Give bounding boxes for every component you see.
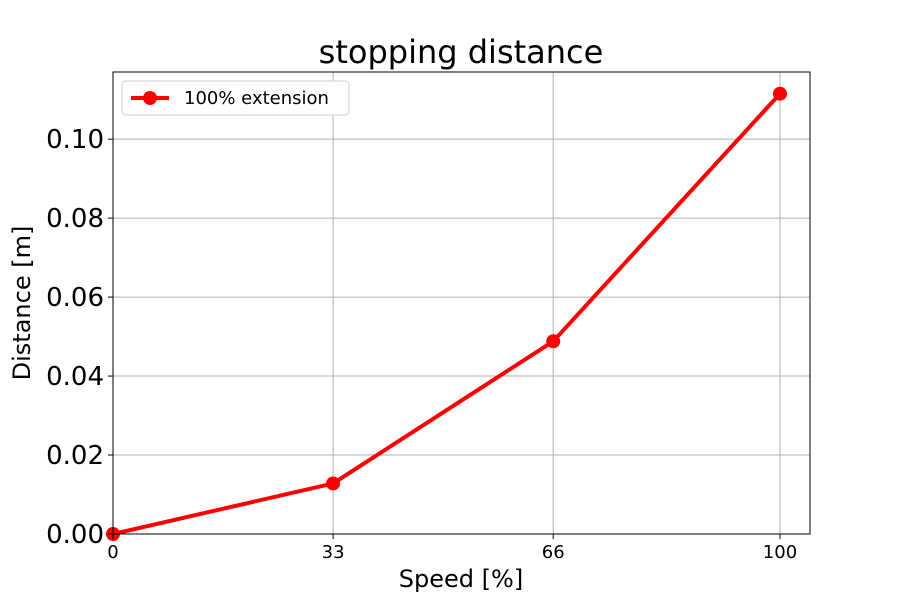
y-axis-ticks: 0.00 0.02 0.04 0.06 0.08 0.10 bbox=[46, 125, 113, 550]
data-point bbox=[546, 334, 561, 349]
y-tick-label: 0.04 bbox=[46, 362, 104, 392]
x-tick-label: 33 bbox=[322, 542, 345, 563]
y-tick-label: 0.10 bbox=[46, 125, 104, 155]
legend: 100% extension bbox=[121, 80, 350, 116]
series-layer bbox=[106, 86, 787, 541]
y-tick-label: 0.00 bbox=[46, 520, 104, 550]
x-axis-label: Speed [%] bbox=[399, 565, 523, 593]
legend-box bbox=[121, 80, 350, 116]
legend-label: 100% extension bbox=[184, 88, 329, 109]
y-tick-label: 0.08 bbox=[46, 204, 104, 234]
y-axis-label: Distance [m] bbox=[8, 226, 36, 381]
data-point bbox=[326, 476, 341, 491]
grid bbox=[112, 72, 810, 535]
y-tick-label: 0.02 bbox=[46, 441, 104, 471]
x-tick-label: 100 bbox=[763, 542, 797, 563]
x-tick-label: 66 bbox=[542, 542, 565, 563]
plot-frame bbox=[112, 71, 811, 535]
chart-title: stopping distance bbox=[319, 33, 604, 71]
x-axis-ticks: 0 33 66 100 bbox=[107, 534, 797, 563]
legend-marker-swatch bbox=[143, 91, 157, 105]
x-tick-label: 0 bbox=[107, 542, 118, 563]
series-line bbox=[112, 92, 782, 536]
data-point bbox=[772, 86, 787, 101]
y-tick-label: 0.06 bbox=[46, 283, 104, 313]
